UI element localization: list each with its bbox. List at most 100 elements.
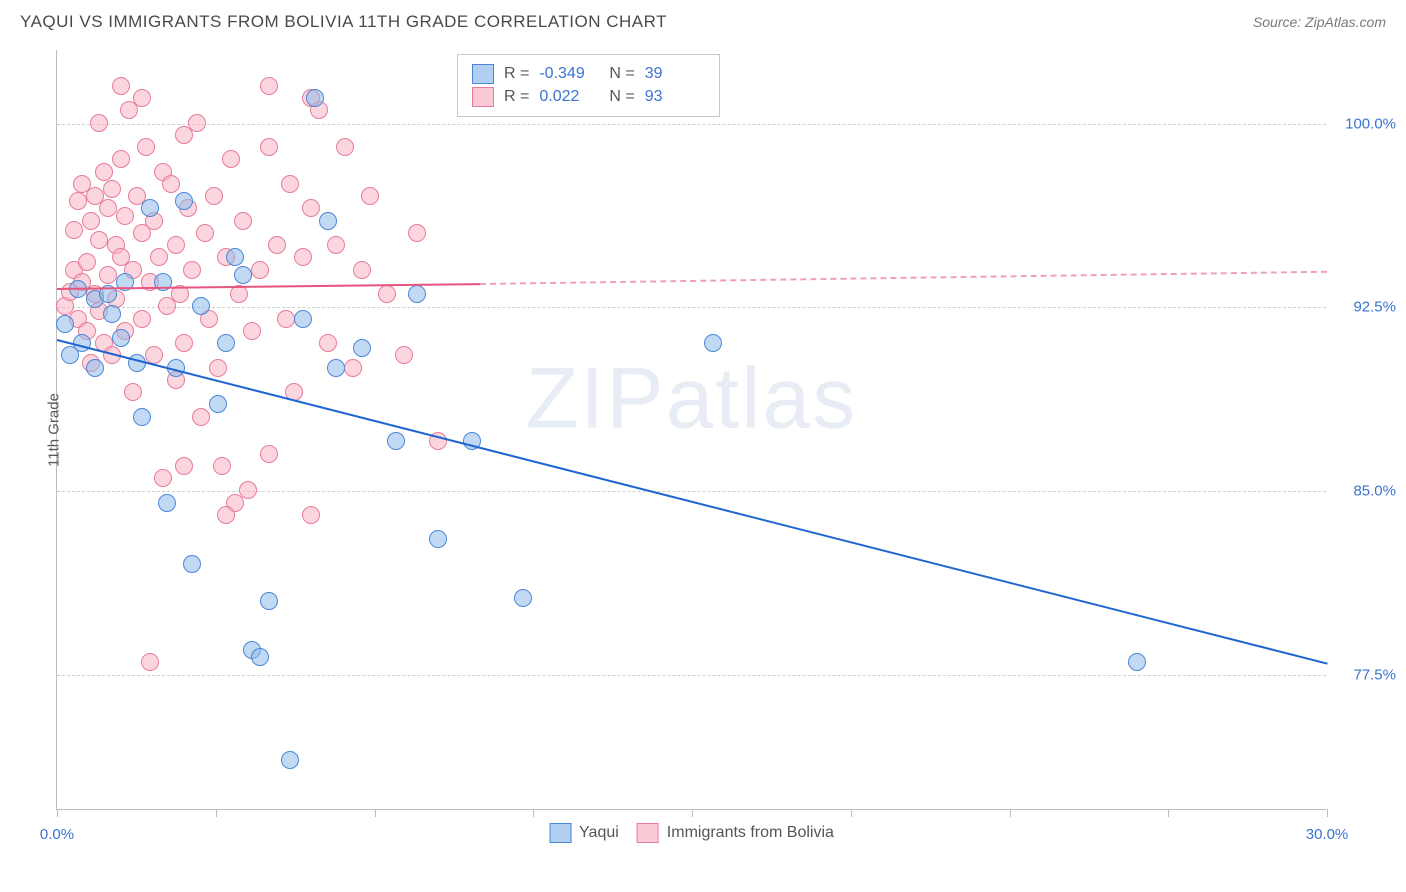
scatter-point-bolivia (124, 383, 142, 401)
x-tick (1010, 809, 1011, 817)
scatter-point-bolivia (116, 207, 134, 225)
scatter-point-yaqui (353, 339, 371, 357)
scatter-point-bolivia (319, 334, 337, 352)
scatter-point-bolivia (302, 199, 320, 217)
scatter-point-bolivia (150, 248, 168, 266)
y-tick-label: 85.0% (1353, 483, 1396, 500)
legend-row-yaqui: R = -0.349 N = 39 (472, 64, 705, 84)
scatter-point-bolivia (99, 266, 117, 284)
x-tick (1168, 809, 1169, 817)
scatter-point-bolivia (302, 506, 320, 524)
r-label: R = (504, 65, 529, 83)
scatter-point-bolivia (90, 114, 108, 132)
x-tick (851, 809, 852, 817)
scatter-point-bolivia (69, 192, 87, 210)
y-tick-label: 100.0% (1345, 115, 1396, 132)
scatter-point-bolivia (133, 310, 151, 328)
scatter-point-bolivia (222, 150, 240, 168)
plot-area: 11th Grade ZIPatlas R = -0.349 N = 39 R … (56, 50, 1326, 810)
scatter-point-bolivia (260, 445, 278, 463)
scatter-point-bolivia (378, 285, 396, 303)
scatter-point-yaqui (112, 329, 130, 347)
x-tick (57, 809, 58, 817)
scatter-point-bolivia (327, 236, 345, 254)
scatter-point-bolivia (95, 163, 113, 181)
y-tick-label: 77.5% (1353, 667, 1396, 684)
x-tick (216, 809, 217, 817)
watermark: ZIPatlas (526, 350, 857, 449)
scatter-point-bolivia (205, 187, 223, 205)
scatter-point-bolivia (99, 199, 117, 217)
scatter-point-yaqui (192, 297, 210, 315)
source-prefix: Source: (1253, 14, 1305, 30)
scatter-point-yaqui (514, 589, 532, 607)
scatter-point-yaqui (133, 408, 151, 426)
x-tick-label: 0.0% (40, 826, 74, 843)
scatter-point-yaqui (209, 395, 227, 413)
scatter-point-yaqui (387, 432, 405, 450)
scatter-point-bolivia (162, 175, 180, 193)
scatter-point-yaqui (1128, 653, 1146, 671)
scatter-point-yaqui (226, 248, 244, 266)
r-value-yaqui: -0.349 (539, 65, 599, 83)
swatch-pink-icon (472, 87, 494, 107)
x-tick (1327, 809, 1328, 817)
scatter-point-bolivia (217, 506, 235, 524)
scatter-point-bolivia (234, 212, 252, 230)
swatch-pink-icon (637, 823, 659, 843)
legend-item-yaqui: Yaqui (549, 823, 619, 843)
scatter-point-bolivia (90, 231, 108, 249)
x-tick (692, 809, 693, 817)
source-attribution: Source: ZipAtlas.com (1253, 14, 1386, 30)
scatter-point-bolivia (82, 212, 100, 230)
legend-item-bolivia: Immigrants from Bolivia (637, 823, 834, 843)
scatter-point-bolivia (277, 310, 295, 328)
x-tick (375, 809, 376, 817)
scatter-point-bolivia (268, 236, 286, 254)
scatter-point-yaqui (251, 648, 269, 666)
scatter-point-bolivia (188, 114, 206, 132)
swatch-blue-icon (472, 64, 494, 84)
scatter-point-bolivia (103, 180, 121, 198)
trendline-yaqui (57, 339, 1327, 665)
scatter-point-yaqui (56, 315, 74, 333)
scatter-point-yaqui (141, 199, 159, 217)
scatter-point-yaqui (704, 334, 722, 352)
chart-wrap: 11th Grade ZIPatlas R = -0.349 N = 39 R … (56, 50, 1386, 840)
scatter-point-yaqui (183, 555, 201, 573)
scatter-point-bolivia (408, 224, 426, 242)
scatter-point-bolivia (112, 77, 130, 95)
scatter-point-yaqui (294, 310, 312, 328)
y-tick-label: 92.5% (1353, 299, 1396, 316)
chart-title: YAQUI VS IMMIGRANTS FROM BOLIVIA 11TH GR… (20, 12, 667, 32)
scatter-point-yaqui (319, 212, 337, 230)
trendline-bolivia-dash (480, 271, 1327, 285)
scatter-point-bolivia (294, 248, 312, 266)
chart-header: YAQUI VS IMMIGRANTS FROM BOLIVIA 11TH GR… (0, 0, 1406, 40)
n-value-yaqui: 39 (645, 65, 705, 83)
scatter-point-bolivia (344, 359, 362, 377)
scatter-point-bolivia (260, 138, 278, 156)
scatter-point-bolivia (65, 221, 83, 239)
scatter-point-bolivia (192, 408, 210, 426)
scatter-point-yaqui (217, 334, 235, 352)
source-name: ZipAtlas.com (1305, 14, 1386, 30)
gridline-h (57, 675, 1326, 676)
scatter-point-bolivia (133, 89, 151, 107)
legend-label-bolivia: Immigrants from Bolivia (667, 824, 834, 842)
scatter-point-bolivia (395, 346, 413, 364)
y-axis-label: 11th Grade (45, 393, 62, 467)
scatter-point-yaqui (281, 751, 299, 769)
x-tick-label: 30.0% (1306, 826, 1349, 843)
scatter-point-bolivia (183, 261, 201, 279)
n-label: N = (609, 88, 634, 106)
scatter-point-bolivia (78, 253, 96, 271)
scatter-point-yaqui (327, 359, 345, 377)
legend-label-yaqui: Yaqui (579, 824, 619, 842)
scatter-point-bolivia (175, 334, 193, 352)
scatter-point-bolivia (175, 457, 193, 475)
scatter-point-bolivia (209, 359, 227, 377)
swatch-blue-icon (549, 823, 571, 843)
scatter-point-yaqui (306, 89, 324, 107)
scatter-point-bolivia (167, 236, 185, 254)
